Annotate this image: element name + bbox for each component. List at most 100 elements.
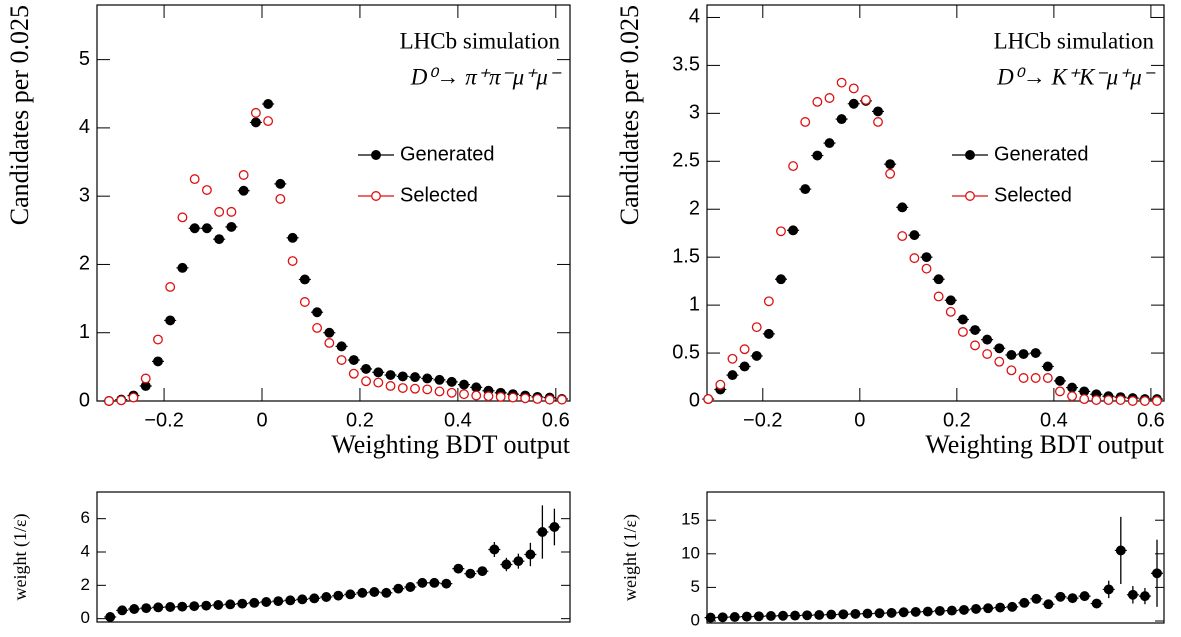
data-point: [275, 178, 286, 189]
data-point: [1030, 373, 1041, 383]
data-point: [250, 107, 261, 118]
data-point: [459, 389, 469, 400]
data-point: [909, 253, 920, 264]
data-point: [105, 612, 116, 622]
data-point: [945, 306, 956, 317]
data-point: [263, 116, 274, 127]
data-point: [1006, 350, 1017, 360]
data-point: [790, 610, 801, 621]
data-point: [957, 327, 968, 337]
plot-frame: [96, 491, 571, 623]
legend-label: Selected: [994, 184, 1072, 206]
data-point: [373, 367, 384, 378]
data-point: [982, 334, 993, 345]
data-point: [824, 138, 835, 149]
data-point: [201, 185, 212, 195]
data-point: [717, 612, 728, 623]
data-point: [201, 600, 212, 611]
data-point: [525, 549, 536, 560]
y-tick-label: 2.5: [672, 150, 700, 172]
data-point: [153, 602, 164, 613]
legend-marker: [965, 150, 975, 160]
data-point: [741, 611, 752, 622]
data-point: [336, 355, 347, 365]
data-point: [1030, 348, 1041, 359]
data-point: [189, 174, 200, 185]
plot-frame: [96, 4, 571, 402]
data-point: [513, 556, 524, 567]
x-tick-label: 0.2: [346, 409, 374, 431]
data-point: [739, 361, 750, 372]
data-point: [520, 393, 531, 404]
data-point: [1007, 601, 1018, 612]
data-point: [333, 590, 344, 601]
data-point: [429, 577, 440, 588]
data-point: [495, 391, 506, 402]
data-point: [471, 382, 482, 393]
data-point: [483, 391, 494, 402]
data-point: [885, 159, 896, 170]
y-tick-label: 1: [689, 293, 700, 315]
data-point: [299, 297, 310, 307]
data-point: [237, 598, 248, 609]
data-point: [434, 386, 445, 397]
data-point: [141, 603, 152, 614]
data-point: [1115, 545, 1126, 556]
data-point: [751, 350, 762, 361]
data-point: [397, 383, 408, 393]
y-axis-label: weight (1/ε): [10, 513, 31, 600]
annotation: D⁰→ K⁺K⁻μ⁺μ⁻: [996, 64, 1156, 89]
data-point: [776, 274, 786, 285]
data-point: [934, 605, 945, 616]
data-point: [397, 371, 408, 382]
data-point: [153, 334, 163, 345]
data-point: [945, 295, 956, 306]
data-point: [393, 583, 404, 594]
y-tick-label: 0: [79, 389, 90, 411]
data-point: [814, 609, 825, 620]
data-point: [226, 206, 237, 217]
data-point: [788, 161, 799, 172]
data-point: [982, 349, 993, 359]
data-point: [862, 608, 873, 619]
data-point: [385, 370, 396, 381]
data-point: [465, 568, 476, 579]
data-point: [405, 582, 416, 592]
y-tick-label: 4: [81, 541, 90, 560]
annotation: LHCb simulation: [994, 28, 1155, 53]
data-point: [348, 368, 359, 379]
data-point: [1018, 373, 1029, 383]
data-point: [1031, 593, 1042, 604]
data-point: [189, 223, 200, 234]
data-point: [933, 274, 944, 285]
data-point: [1067, 382, 1078, 393]
data-point: [549, 522, 560, 532]
data-point: [357, 587, 368, 598]
data-point: [297, 594, 308, 605]
data-point: [345, 589, 356, 600]
data-point: [104, 396, 114, 406]
data-point: [765, 610, 776, 621]
data-point: [909, 230, 920, 241]
legend-marker: [371, 191, 381, 201]
data-point: [312, 322, 323, 333]
y-tick-label: 3: [689, 102, 700, 124]
data-point: [140, 373, 151, 384]
data-point: [1042, 373, 1053, 383]
y-axis-label: Candidates per 0.025: [5, 5, 34, 225]
data-point: [471, 390, 482, 401]
data-point: [532, 394, 543, 404]
data-point: [129, 604, 140, 614]
data-point: [1079, 591, 1090, 602]
data-point: [273, 596, 284, 607]
x-tick-label: 0.6: [1137, 409, 1165, 431]
x-axis-label: Weighting BDT output: [925, 430, 1164, 459]
data-point: [860, 94, 871, 105]
data-point: [214, 206, 225, 217]
y-tick-label: 6: [81, 508, 90, 527]
data-point: [381, 587, 392, 598]
data-point: [177, 212, 188, 223]
data-point: [263, 99, 274, 109]
data-point: [776, 226, 786, 237]
data-point: [309, 593, 320, 604]
